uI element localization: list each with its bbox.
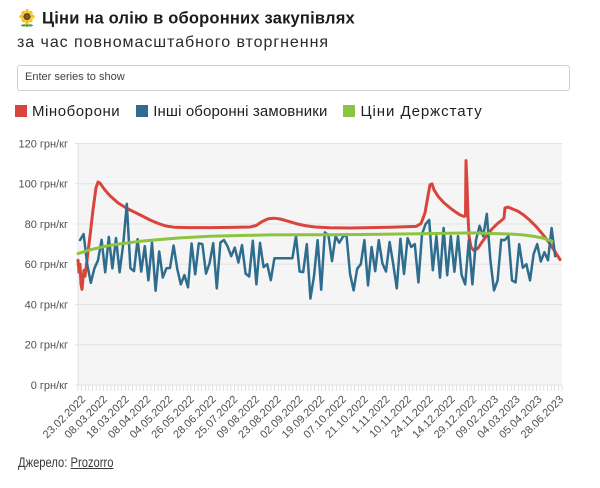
svg-text:100 грн/кг: 100 грн/кг — [19, 179, 69, 191]
svg-text:20 грн/кг: 20 грн/кг — [25, 340, 68, 352]
svg-text:80 грн/кг: 80 грн/кг — [25, 219, 68, 231]
svg-text:120 грн/кг: 120 грн/кг — [19, 138, 69, 150]
svg-text:40 грн/кг: 40 грн/кг — [25, 299, 68, 311]
svg-text:60 грн/кг: 60 грн/кг — [25, 259, 68, 271]
svg-text:0 грн/кг: 0 грн/кг — [31, 380, 68, 392]
